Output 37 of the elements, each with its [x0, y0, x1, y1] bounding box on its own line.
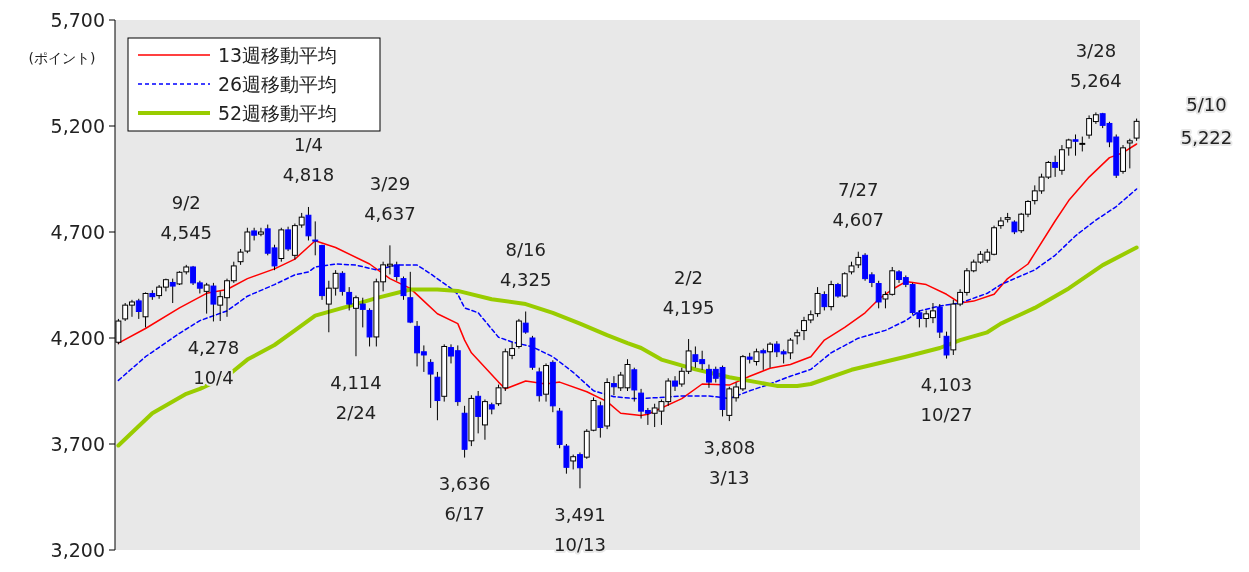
annotation: 4,607	[832, 209, 885, 231]
legend-label: 13週移動平均	[218, 44, 338, 66]
annotation: 3/29	[369, 172, 411, 194]
annotation: 9/2	[171, 192, 201, 214]
annotation: 5,264	[1070, 69, 1122, 91]
annotation: 3/13	[709, 466, 750, 488]
y-tick-label: 3,200	[50, 539, 105, 561]
text: 5/10	[1186, 94, 1227, 116]
annotation: 3/28	[1075, 39, 1117, 61]
annotation: 4,195	[662, 296, 715, 318]
annotation: 6/17	[444, 503, 485, 525]
y-tick-label: 4,200	[50, 327, 105, 349]
annotation: 3,491	[554, 503, 606, 525]
annotation: 2/24	[335, 401, 377, 423]
y-tick-label: 5,700	[50, 9, 105, 31]
annotation: 10/13	[554, 533, 606, 555]
annotation: 4,818	[282, 164, 335, 186]
annotation: 3,636	[438, 473, 491, 495]
legend-label: 52週移動平均	[218, 102, 338, 124]
annotation: 2/2	[674, 266, 704, 288]
annotation: 4,637	[364, 202, 416, 224]
annotation: 4,103	[920, 374, 973, 396]
annotation: 4,278	[187, 336, 240, 358]
annotation: 4,114	[330, 371, 382, 393]
legend-label: 26週移動平均	[218, 73, 338, 95]
annotation: 4,545	[160, 222, 213, 244]
annotation: 4,325	[499, 269, 552, 290]
annotation: 8/16	[505, 239, 546, 260]
annotation: 7/27	[838, 179, 879, 201]
annotation: 10/27	[920, 404, 973, 426]
annotation: 1/4	[293, 134, 323, 156]
y-tick-label: 4,700	[50, 221, 105, 243]
y-tick-label: 5,200	[50, 115, 105, 137]
annotation: 3,808	[703, 436, 756, 458]
y-tick-label: 3,700	[50, 433, 105, 455]
text: 5,222	[1180, 127, 1233, 149]
y-axis-title: (ポイント)	[28, 50, 96, 66]
